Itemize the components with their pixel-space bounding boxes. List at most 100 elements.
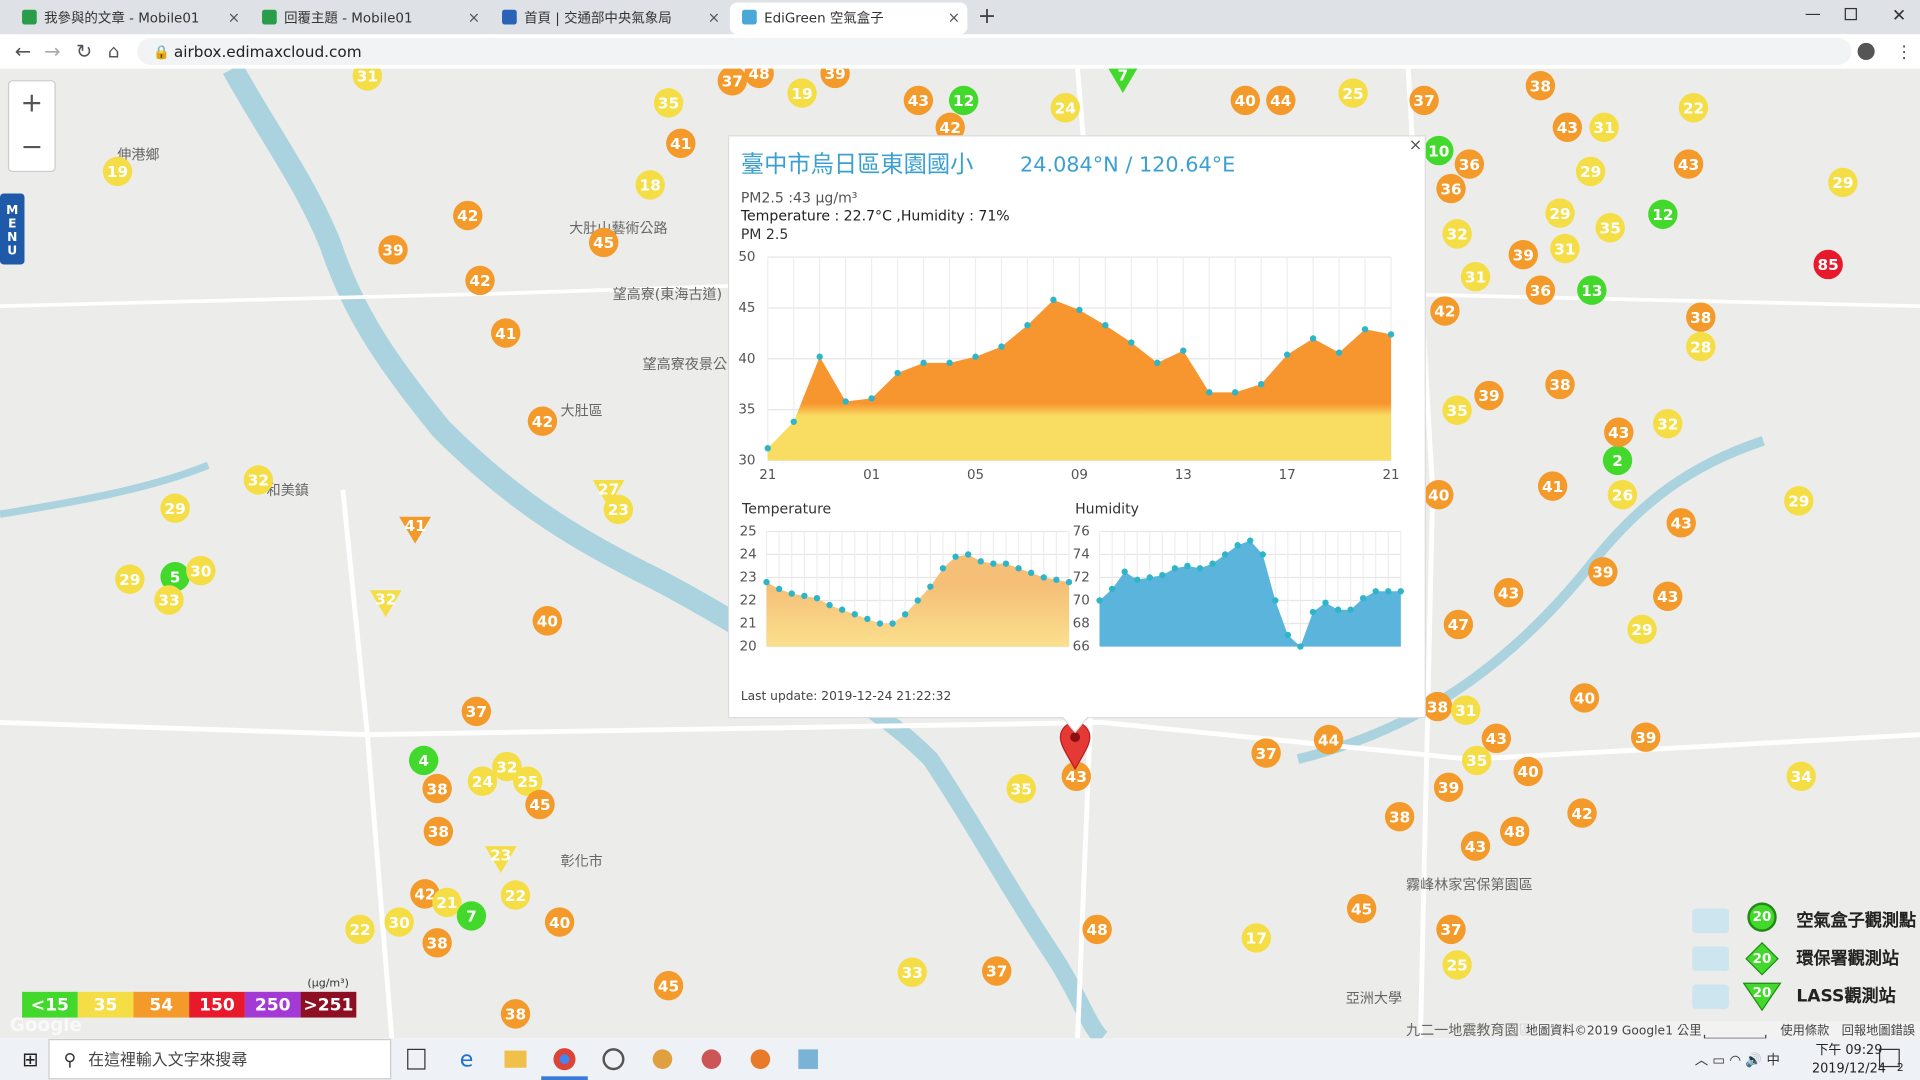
zoom-in[interactable]: + <box>21 88 44 119</box>
airbox-marker[interactable] <box>1442 219 1472 249</box>
tab-close[interactable]: × <box>468 9 480 26</box>
airbox-marker[interactable] <box>1006 773 1036 804</box>
reload[interactable]: ↻ <box>76 40 92 63</box>
airbox-marker[interactable] <box>1346 893 1377 924</box>
tab-close[interactable]: × <box>708 9 720 26</box>
airbox-marker[interactable] <box>1266 85 1296 116</box>
task-view[interactable] <box>407 1048 426 1070</box>
airbox-marker[interactable] <box>1604 417 1634 447</box>
airbox-marker[interactable] <box>492 751 522 782</box>
app[interactable] <box>750 1049 771 1069</box>
airbox-marker[interactable] <box>1575 156 1606 187</box>
airbox-marker[interactable] <box>1082 914 1112 945</box>
airbox-marker[interactable] <box>635 170 665 200</box>
airbox-marker[interactable] <box>1460 262 1491 292</box>
airbox-marker[interactable] <box>1442 950 1472 980</box>
menu[interactable]: ⋮ <box>1896 43 1913 63</box>
airbox-marker[interactable] <box>102 156 133 187</box>
airbox-marker[interactable] <box>603 494 634 525</box>
airbox-marker[interactable] <box>1481 723 1512 754</box>
airbox-marker[interactable] <box>1786 761 1816 792</box>
lass-marker[interactable] <box>369 590 402 618</box>
airbox-marker[interactable] <box>1474 380 1504 411</box>
airbox-marker[interactable] <box>1500 816 1530 847</box>
airbox-marker[interactable] <box>1813 249 1843 280</box>
airbox-marker[interactable] <box>1607 480 1638 510</box>
profile[interactable] <box>1857 42 1875 60</box>
airbox-marker[interactable] <box>1653 408 1683 439</box>
airbox-marker[interactable] <box>897 957 927 987</box>
airbox-marker[interactable] <box>1513 756 1543 787</box>
airbox-marker[interactable] <box>410 879 440 909</box>
airbox-marker[interactable] <box>1313 724 1344 755</box>
tab-close[interactable]: × <box>948 9 960 26</box>
airbox-marker[interactable] <box>345 914 375 945</box>
airbox-marker[interactable] <box>935 112 965 143</box>
airbox-marker[interactable] <box>1686 302 1716 332</box>
airbox-marker[interactable] <box>653 88 684 118</box>
airbox-marker[interactable] <box>1460 831 1491 861</box>
airbox-marker[interactable] <box>1648 199 1678 229</box>
airbox-marker[interactable] <box>384 907 414 937</box>
airbox-marker[interactable] <box>1230 85 1260 116</box>
airbox-marker[interactable] <box>1784 486 1814 516</box>
airbox-marker[interactable] <box>1666 508 1696 538</box>
airbox-marker[interactable] <box>1454 149 1485 179</box>
tab-close[interactable]: × <box>228 9 240 26</box>
airbox-marker[interactable] <box>1050 93 1080 123</box>
lass-marker[interactable] <box>484 846 517 874</box>
airbox-marker[interactable] <box>903 85 934 116</box>
airbox-marker[interactable] <box>1061 761 1092 792</box>
airbox-marker[interactable] <box>1569 683 1600 713</box>
airbox-marker[interactable] <box>525 789 555 820</box>
back[interactable]: ← <box>15 40 31 63</box>
airbox-marker[interactable] <box>1537 471 1568 501</box>
airbox-marker[interactable] <box>1241 923 1272 953</box>
airbox-marker[interactable] <box>423 816 454 847</box>
app[interactable] <box>602 1048 625 1071</box>
airbox-marker[interactable] <box>160 493 190 523</box>
airbox-marker[interactable] <box>1589 112 1619 143</box>
tab[interactable] <box>249 2 488 35</box>
search-box[interactable] <box>48 1038 392 1080</box>
airbox-marker[interactable] <box>820 59 850 89</box>
airbox-marker[interactable] <box>1493 577 1524 608</box>
airbox-marker[interactable] <box>1338 78 1368 108</box>
airbox-marker[interactable] <box>500 999 531 1029</box>
airbox-marker[interactable] <box>1552 112 1583 143</box>
airbox-marker[interactable] <box>1525 275 1556 305</box>
explorer[interactable] <box>504 1050 527 1068</box>
airbox-marker[interactable] <box>653 971 684 1001</box>
airbox-marker[interactable] <box>744 59 774 89</box>
airbox-marker[interactable] <box>422 773 452 804</box>
airbox-marker[interactable] <box>1443 609 1474 640</box>
airbox-marker[interactable] <box>461 696 492 727</box>
airbox-marker[interactable] <box>408 745 439 776</box>
airbox-marker[interactable] <box>154 585 184 615</box>
airbox-marker[interactable] <box>588 227 619 258</box>
close-window[interactable]: ✕ <box>1892 6 1906 26</box>
airbox-marker[interactable] <box>1828 167 1858 198</box>
lass-marker[interactable] <box>399 516 432 544</box>
airbox-marker[interactable] <box>527 406 558 436</box>
airbox-marker[interactable] <box>1686 331 1716 362</box>
airbox-marker[interactable] <box>1602 445 1633 476</box>
airbox-marker[interactable] <box>513 766 543 796</box>
airbox-marker[interactable] <box>432 887 462 918</box>
airbox-marker[interactable] <box>1424 135 1454 166</box>
airbox-marker[interactable] <box>1384 802 1415 832</box>
airbox-marker[interactable] <box>453 200 483 231</box>
airbox-marker[interactable] <box>717 66 747 96</box>
airbox-marker[interactable] <box>1430 296 1460 326</box>
menu-tab[interactable] <box>0 193 25 265</box>
airbox-marker[interactable] <box>1433 772 1464 803</box>
airbox-marker[interactable] <box>115 564 145 594</box>
airbox-marker[interactable] <box>1545 369 1575 400</box>
airbox-marker[interactable] <box>352 61 383 91</box>
airbox-marker[interactable] <box>1422 691 1453 722</box>
app[interactable] <box>701 1049 722 1069</box>
airbox-marker[interactable] <box>948 85 979 116</box>
airbox-marker[interactable] <box>1508 240 1538 270</box>
airbox-marker[interactable] <box>1631 722 1661 752</box>
airbox-marker[interactable] <box>1673 149 1704 179</box>
